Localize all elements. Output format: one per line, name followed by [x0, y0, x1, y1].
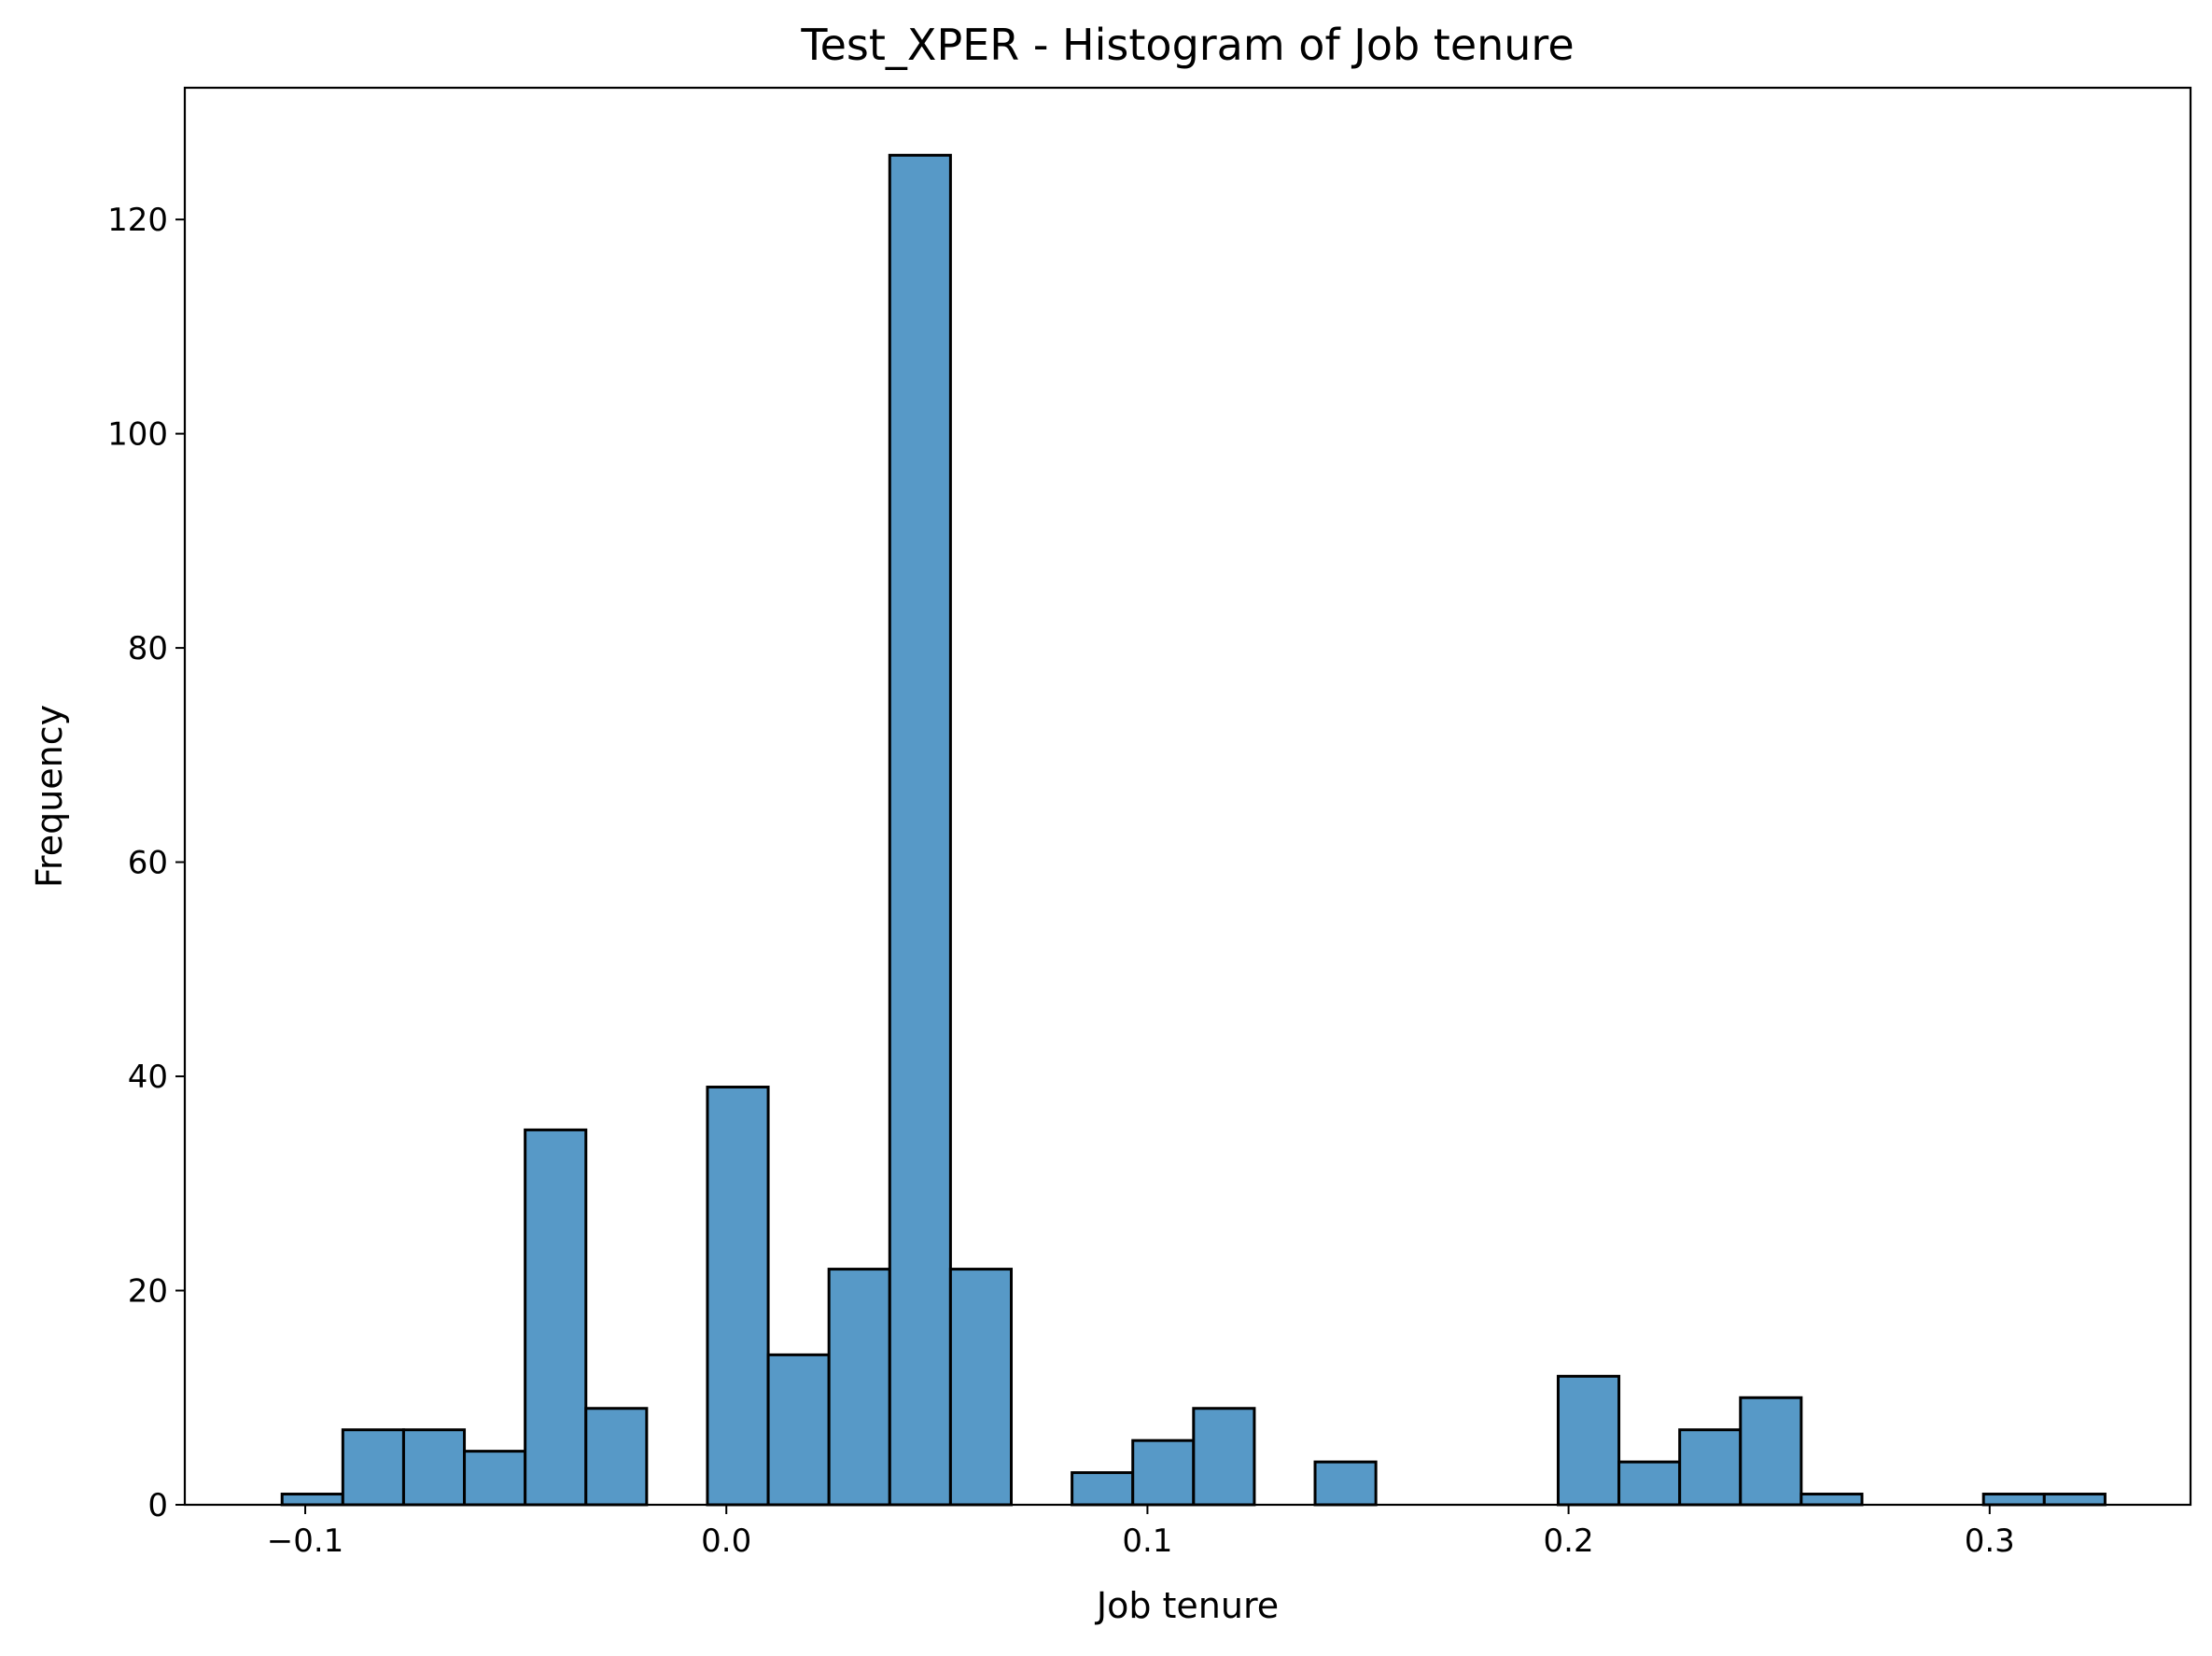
- histogram-bar: [524, 1128, 588, 1507]
- y-tick-label: 80: [128, 630, 168, 667]
- y-tick-label: 100: [107, 416, 168, 454]
- y-tick-label: 40: [128, 1059, 168, 1096]
- histogram-bar: [888, 153, 952, 1507]
- x-tick-label: 0.1: [1122, 1523, 1172, 1560]
- histogram-bar: [1071, 1471, 1135, 1507]
- histogram-bar: [401, 1428, 467, 1507]
- histogram-bar: [1678, 1428, 1743, 1507]
- histogram-bar: [463, 1450, 527, 1507]
- y-tick-label: 120: [107, 202, 168, 239]
- histogram-bar: [1131, 1438, 1196, 1507]
- bars-layer: [280, 153, 2107, 1507]
- histogram-bar: [341, 1428, 405, 1507]
- x-tick-label: 0.0: [701, 1523, 751, 1560]
- x-tick-label: 0.2: [1544, 1523, 1594, 1560]
- histogram-bar: [1556, 1374, 1621, 1507]
- histogram-bar: [1981, 1493, 2046, 1507]
- ticks-layer: −0.1 0.0 0.1 0.2 0.3 0 20 40 60 80 100 120: [107, 202, 2015, 1560]
- histogram-bar: [280, 1493, 344, 1507]
- histogram-bar: [584, 1407, 649, 1507]
- histogram-bar: [827, 1268, 891, 1507]
- x-tick-label: 0.3: [1965, 1523, 2015, 1560]
- x-axis-label: Job tenure: [1095, 1585, 1279, 1626]
- histogram-bar: [2042, 1493, 2107, 1507]
- histogram-bar: [1192, 1407, 1256, 1507]
- y-tick-label: 60: [128, 845, 168, 882]
- x-tick-label: −0.1: [267, 1523, 344, 1560]
- y-axis-label: Frequency: [29, 705, 70, 888]
- y-tick-label: 20: [128, 1273, 168, 1311]
- histogram-bar: [706, 1086, 770, 1507]
- histogram-bar: [1313, 1460, 1378, 1507]
- chart-title: Test_XPER - Histogram of Job tenure: [800, 20, 1574, 70]
- histogram-bar: [766, 1353, 831, 1507]
- histogram-bar: [1799, 1493, 1864, 1507]
- histogram-bar: [948, 1268, 1013, 1507]
- y-tick-label: 0: [147, 1487, 168, 1524]
- histogram-bar: [1617, 1460, 1682, 1507]
- axes-frame: [183, 86, 2192, 1507]
- histogram-bar: [1739, 1396, 1803, 1507]
